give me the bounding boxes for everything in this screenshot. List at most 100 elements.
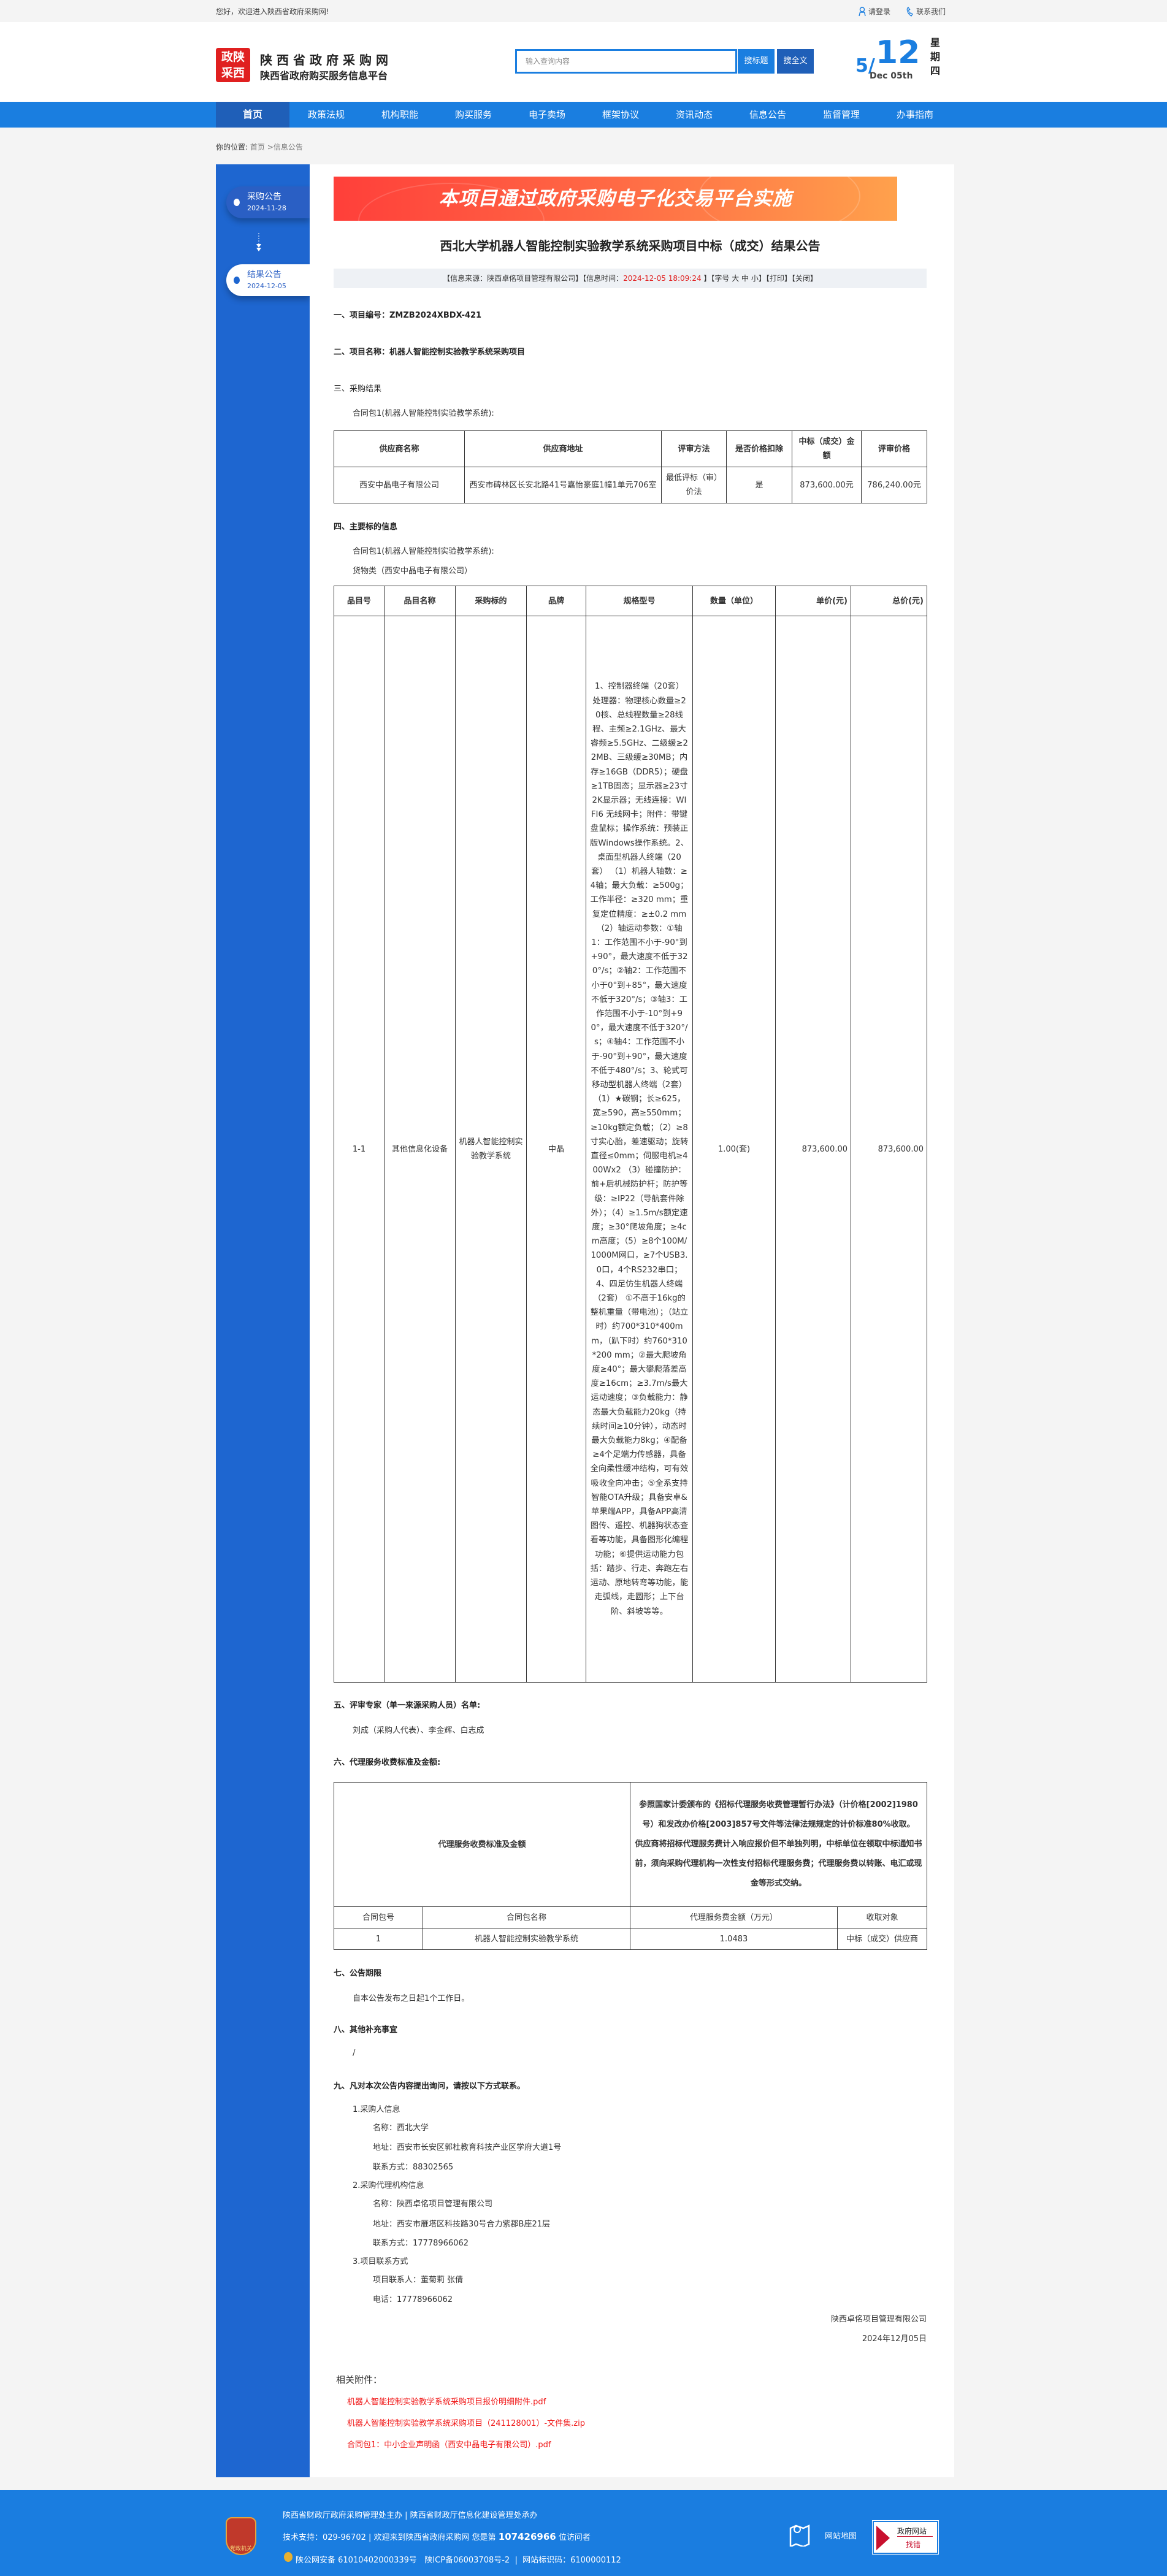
timeline-date: 2024-11-28 (247, 204, 286, 212)
attachment-link[interactable]: 机器人智能控制实验教学系统采购项目报价明细附件.pdf (347, 2398, 546, 2407)
table-row: 1-1 其他信息化设备 机器人智能控制实验教学系统 中晶 1、控制器终端（20套… (334, 616, 927, 1683)
timeline-date: 2024-12-05 (247, 282, 286, 290)
date-month: 5/ (855, 55, 875, 77)
breadcrumb-label: 你的位置: (216, 143, 248, 151)
nav-announcements[interactable]: 信息公告 (749, 109, 786, 120)
footer-registration[interactable]: 陕公网安备 61010402000339号 陕ICP备06003708号-2 |… (296, 2556, 621, 2565)
col-supplier-name: 供应商名称 (334, 430, 465, 467)
contract-package-text: 合同包1(机器人智能控制实验教学系统): (353, 547, 494, 556)
timeline-title: 采购公告 (247, 192, 281, 202)
cell-price-deduction: 是 (726, 467, 792, 503)
col-brand: 品牌 (526, 586, 586, 616)
timeline-title: 结果公告 (247, 270, 281, 280)
contact-line: 地址：西安市长安区郭杜教育科技产业区学府大道1号 (373, 2143, 562, 2152)
search-title-button[interactable]: 搜标题 (738, 49, 775, 74)
cell-item-name: 其他信息化设备 (384, 616, 456, 1683)
footer-support: 技术支持：029-96702 | 欢迎来到陕西省政府采购网 您是第 107426… (283, 2531, 591, 2542)
col-subject: 采购标的 (455, 586, 527, 616)
col-review-price: 评审价格 (861, 430, 927, 467)
sitemap-icon[interactable] (789, 2522, 811, 2547)
contact-link[interactable]: 联系我们 (906, 6, 946, 17)
nav-home[interactable]: 首页 (216, 102, 289, 128)
contact-line: 联系方式：17778966062 (373, 2239, 469, 2248)
magnifier-icon (876, 2526, 890, 2550)
col-spec: 规格型号 (586, 586, 693, 616)
cell-total-price: 873,600.00 (851, 616, 927, 1683)
table-row: 西安中晶电子有限公司 西安市碑林区长安北路41号嘉怡豪庭1幢1单元706室 最低… (334, 467, 927, 503)
phone-icon (906, 6, 913, 17)
contract-package-text: 合同包1(机器人智能控制实验教学系统): (353, 409, 494, 418)
table-header-row: 品目号 品目名称 采购标的 品牌 规格型号 数量（单位） 单价(元) 总价(元) (334, 586, 927, 616)
nav-policy[interactable]: 政策法规 (307, 109, 345, 120)
contact-line: 名称：西北大学 (373, 2123, 429, 2133)
info-time: 2024-12-05 18:09:24 (623, 274, 702, 283)
cell-fee-amount: 1.0483 (630, 1928, 838, 1950)
col-supplier-address: 供应商地址 (464, 430, 662, 467)
date-english: Dec 05th (870, 71, 913, 81)
fee-standard-row: 代理服务收费标准及金额 参照国家计委颁布的《招标代理服务收费管理暂行办法》（计价… (333, 1782, 928, 1907)
breadcrumb-home[interactable]: 首页 (250, 143, 265, 151)
gov-site-error-badge[interactable]: 政府网站 找错 (872, 2520, 939, 2555)
section-project-number: 一、项目编号：ZMZB2024XBDX-421 (334, 311, 482, 320)
nav-purchase-service[interactable]: 购买服务 (454, 109, 492, 120)
cell-supplier-name: 西安中晶电子有限公司 (334, 467, 465, 503)
footer-sponsor: 陕西省财政厅政府采购管理处主办 | 陕西省财政厅信息化建设管理处承办 (283, 2511, 538, 2520)
attachment-link[interactable]: 机器人智能控制实验教学系统采购项目（241128001）-文件集.zip (347, 2419, 585, 2428)
contact-line: 联系方式：88302565 (373, 2163, 454, 2172)
section-agency-fee: 六、代理服务收费标准及金额: (334, 1758, 441, 1767)
fee-payment-paragraph: 供应商将招标代理服务费计入响应报价但不单独列明，中标单位在领取中标通知书前，须向… (635, 1840, 922, 1888)
cell-review-method: 最低评标（审）价法 (661, 467, 727, 503)
attachment-link[interactable]: 合同包1：中小企业声明函（西安中晶电子有限公司）.pdf (347, 2440, 551, 2450)
section-contact: 九、凡对本次公告内容提出询问，请按以下方式联系。 (334, 2082, 526, 2091)
footer: 党政机关 陕西省财政厅政府采购管理处主办 | 陕西省财政厅信息化建设管理处承办 … (0, 2490, 1167, 2576)
table-row: 1 机器人智能控制实验教学系统 1.0483 中标（成交）供应商 (334, 1928, 928, 1950)
police-badge-icon (284, 2552, 293, 2562)
user-icon (859, 6, 866, 16)
party-emblem-icon: 党政机关 (226, 2517, 256, 2555)
sitemap-link[interactable]: 网站地图 (825, 2532, 857, 2541)
section-main-items: 四、主要标的信息 (334, 522, 398, 532)
main-nav: 首页 政策法规 机构职能 购买服务 电子卖场 框架协议 资讯动态 信息公告 监督… (0, 102, 1167, 128)
weekday: 星期四 (930, 37, 941, 77)
col-package-name: 合同包名称 (422, 1906, 631, 1928)
search-fulltext-button[interactable]: 搜全文 (777, 49, 814, 74)
cell-unit-price: 873,600.00 (775, 616, 851, 1683)
cell-supplier-address: 西安市碑林区长安北路41号嘉怡豪庭1幢1单元706室 (464, 467, 662, 503)
nav-organization[interactable]: 机构职能 (381, 109, 418, 120)
timeline-dot (234, 277, 240, 284)
footer-support-suffix: 位访问者 (556, 2533, 591, 2542)
other-matters-text: / (353, 2049, 356, 2058)
info-tools[interactable]: 】【字号 大 中 小】【打印】【关闭】 (701, 274, 817, 283)
search-input[interactable]: 输入查询内容 (515, 49, 737, 74)
nav-e-mall[interactable]: 电子卖场 (528, 109, 565, 120)
breadcrumb-current[interactable]: 信息公告 (273, 143, 303, 151)
section-project-name: 二、项目名称：机器人智能控制实验教学系统采购项目 (334, 348, 526, 357)
nav-framework[interactable]: 框架协议 (602, 109, 639, 120)
login-link[interactable]: 请登录 (859, 6, 890, 17)
info-bar: 【信息来源：陕西卓佲项目管理有限公司】【信息时间：2024-12-05 18:0… (334, 269, 927, 288)
page-title: 西北大学机器人智能控制实验教学系统采购项目中标（成交）结果公告 (440, 239, 821, 253)
arrow-down-icon (256, 233, 261, 251)
contact-line: 电话：17778966062 (373, 2295, 453, 2304)
breadcrumb: 你的位置: 首页 >信息公告 (216, 142, 303, 152)
cell-package-name: 机器人智能控制实验教学系统 (422, 1928, 631, 1950)
col-award-amount: 中标（成交）金额 (792, 430, 862, 467)
site-title: 陕西省政府采购网 (260, 53, 392, 67)
logo-text: 政陕采西 (221, 50, 245, 80)
nav-supervision[interactable]: 监督管理 (822, 109, 860, 120)
timeline-item-procurement[interactable]: 采购公告 2024-11-28 (226, 186, 310, 218)
cell-review-price: 786,240.00元 (861, 467, 927, 503)
signature-date: 2024年12月05日 (862, 2334, 927, 2344)
contact-group-title: 3.项目联系方式 (353, 2257, 408, 2266)
site-logo[interactable]: 政陕采西 (216, 48, 250, 82)
col-fee-payer: 收取对象 (837, 1906, 928, 1928)
nav-news[interactable]: 资讯动态 (675, 109, 713, 120)
login-label: 请登录 (868, 7, 891, 16)
fee-standard-label: 代理服务收费标准及金额 (333, 1782, 631, 1907)
top-bar: 您好，欢迎进入陕西省政府采购网! 请登录 联系我们 (0, 0, 1167, 22)
timeline-item-result[interactable]: 结果公告 2024-12-05 (226, 264, 310, 296)
visitor-count: 107426966 (498, 2531, 556, 2542)
attachments-label: 相关附件： (336, 2374, 383, 2385)
contact-line: 项目联系人：董菊莉 张倩 (373, 2276, 464, 2285)
nav-guide[interactable]: 办事指南 (896, 109, 933, 120)
